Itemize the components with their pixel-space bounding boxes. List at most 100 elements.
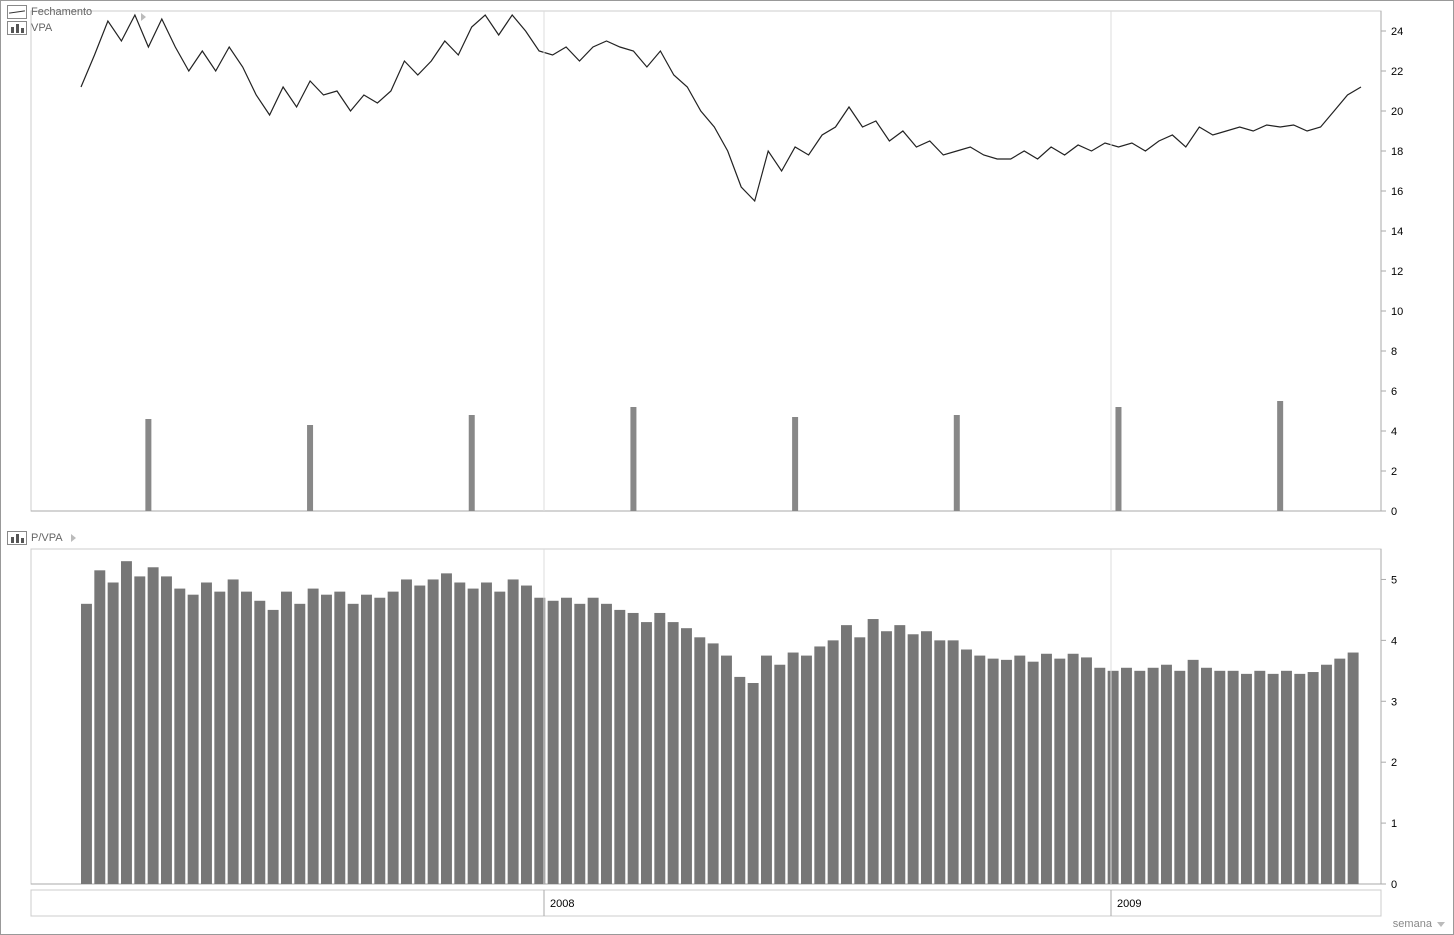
pvpa-bar: [174, 589, 185, 884]
pvpa-bar: [948, 640, 959, 884]
xtick-label: 2008: [550, 898, 574, 910]
legend-pvpa[interactable]: P/VPA: [7, 531, 76, 545]
ytick-label: 12: [1391, 266, 1403, 278]
pvpa-bar: [1281, 671, 1292, 884]
vpa-bar: [954, 415, 960, 511]
pvpa-bar: [1148, 668, 1159, 884]
pvpa-bar: [1214, 671, 1225, 884]
legend-label: VPA: [31, 22, 52, 34]
pvpa-bar: [854, 637, 865, 884]
ytick-label: 8: [1391, 346, 1397, 358]
pvpa-bar: [1134, 671, 1145, 884]
xtick-label: 2009: [1117, 898, 1141, 910]
pvpa-bar: [241, 592, 252, 884]
pvpa-bar: [121, 561, 132, 884]
pvpa-bar: [414, 586, 425, 884]
pvpa-bar: [548, 601, 559, 884]
vpa-bar: [307, 425, 313, 511]
pvpa-bar: [201, 583, 212, 885]
chevron-down-icon: [1437, 922, 1445, 927]
pvpa-bar: [868, 619, 879, 884]
expand-icon[interactable]: [71, 534, 76, 542]
pvpa-bar: [681, 628, 692, 884]
pvpa-bar: [108, 583, 119, 885]
pvpa-bar: [1348, 653, 1359, 884]
pvpa-bar: [881, 631, 892, 884]
ytick-label: 2: [1391, 466, 1397, 478]
pvpa-bar: [454, 583, 465, 885]
pvpa-bar: [441, 573, 452, 884]
pvpa-bar: [81, 604, 92, 884]
pvpa-bar: [1108, 671, 1119, 884]
pvpa-bar: [508, 579, 519, 884]
vpa-bar: [1115, 407, 1121, 511]
pvpa-bar: [934, 640, 945, 884]
ytick-label: 0: [1391, 506, 1397, 518]
pvpa-bar: [1028, 662, 1039, 884]
pvpa-bar: [614, 610, 625, 884]
pvpa-bar: [974, 656, 985, 884]
pvpa-bar: [1094, 668, 1105, 884]
chart-svg: 02468101214161820222401234520082009: [1, 1, 1453, 934]
timeframe-selector[interactable]: semana: [1393, 918, 1445, 930]
pvpa-bar: [1308, 672, 1319, 884]
pvpa-bar: [1254, 671, 1265, 884]
legend-fechamento[interactable]: Fechamento: [7, 5, 92, 19]
ytick-label: 1: [1391, 818, 1397, 830]
expand-icon[interactable]: [141, 13, 146, 21]
pvpa-bar: [1241, 674, 1252, 884]
pvpa-bar: [308, 589, 319, 884]
ytick-label: 2: [1391, 757, 1397, 769]
pvpa-bar: [1081, 657, 1092, 884]
pvpa-bar: [188, 595, 199, 884]
pvpa-bar: [1054, 659, 1065, 884]
pvpa-bar: [574, 604, 585, 884]
pvpa-bar: [588, 598, 599, 884]
pvpa-bar: [641, 622, 652, 884]
pvpa-bar: [908, 634, 919, 884]
line-icon: [7, 5, 27, 19]
pvpa-bar: [1228, 671, 1239, 884]
vpa-bar: [1277, 401, 1283, 511]
legend-label: Fechamento: [31, 6, 92, 18]
ytick-label: 22: [1391, 66, 1403, 78]
pvpa-bar: [748, 683, 759, 884]
legend-label: P/VPA: [31, 532, 63, 544]
pvpa-bar: [214, 592, 225, 884]
pvpa-bar: [788, 653, 799, 884]
ytick-label: 0: [1391, 879, 1397, 891]
pvpa-bar: [654, 613, 665, 884]
pvpa-bar: [761, 656, 772, 884]
pvpa-bar: [721, 656, 732, 884]
ytick-label: 5: [1391, 574, 1397, 586]
pvpa-bar: [281, 592, 292, 884]
ytick-label: 3: [1391, 696, 1397, 708]
fechamento-line: [81, 15, 1361, 201]
pvpa-bar: [1294, 674, 1305, 884]
pvpa-bar: [1174, 671, 1185, 884]
pvpa-bar: [1188, 660, 1199, 884]
bar-icon: [7, 21, 27, 35]
pvpa-bar: [1001, 660, 1012, 884]
pvpa-bar: [468, 589, 479, 884]
pvpa-bar: [694, 637, 705, 884]
pvpa-bar: [148, 567, 159, 884]
pvpa-bar: [94, 570, 105, 884]
pvpa-bar: [921, 631, 932, 884]
ytick-label: 6: [1391, 386, 1397, 398]
ytick-label: 4: [1391, 426, 1397, 438]
pvpa-bar: [1041, 654, 1052, 884]
pvpa-bar: [561, 598, 572, 884]
pvpa-bar: [388, 592, 399, 884]
ytick-label: 10: [1391, 306, 1403, 318]
pvpa-bar: [1321, 665, 1332, 884]
pvpa-bar: [1334, 659, 1345, 884]
pvpa-bar: [734, 677, 745, 884]
chart-container: Fechamento VPA P/VPA 0246810121416182022…: [0, 0, 1454, 935]
pvpa-bar: [841, 625, 852, 884]
pvpa-bar: [894, 625, 905, 884]
pvpa-bar: [1068, 654, 1079, 884]
pvpa-bar: [268, 610, 279, 884]
ytick-label: 16: [1391, 186, 1403, 198]
legend-vpa[interactable]: VPA: [7, 21, 52, 35]
